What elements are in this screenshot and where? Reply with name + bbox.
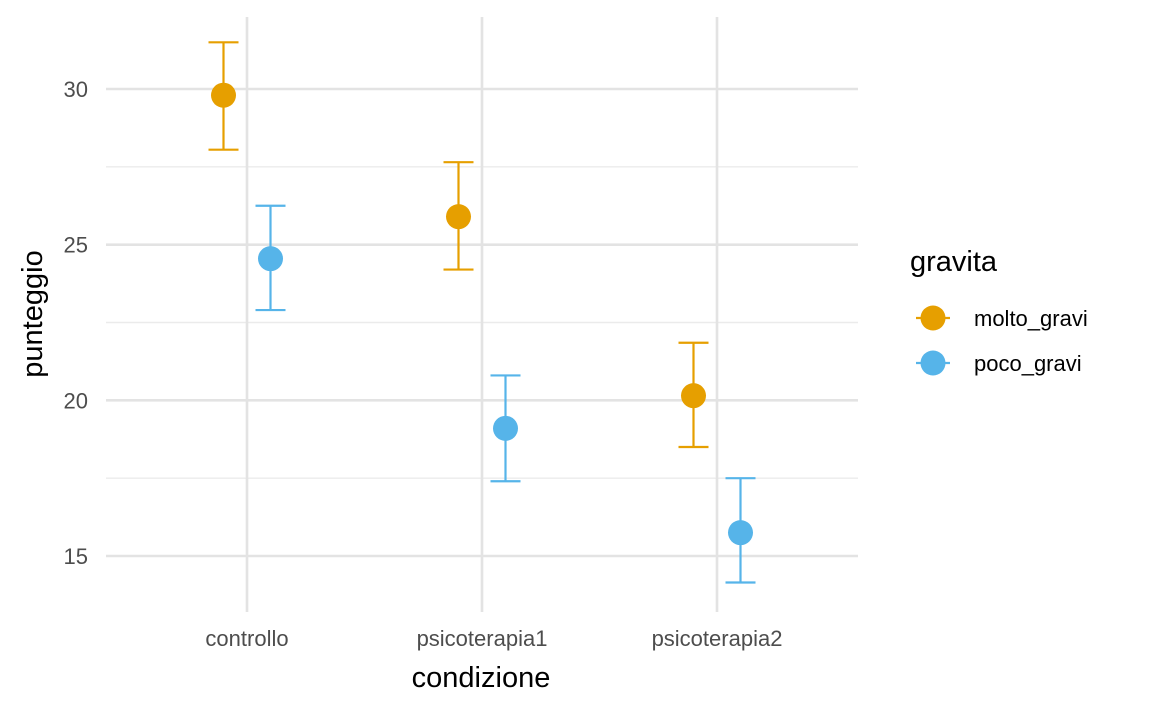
legend-label: poco_gravi <box>974 351 1082 376</box>
legend-title: gravita <box>910 246 998 278</box>
y-tick-labels: 15 20 25 30 <box>64 77 88 569</box>
y-tick-label: 25 <box>64 233 88 258</box>
data-points <box>211 82 753 546</box>
x-axis-title: condizione <box>412 662 551 694</box>
y-tick-label: 20 <box>64 388 88 413</box>
y-tick-label: 30 <box>64 77 88 102</box>
x-tick-label: controllo <box>205 626 288 651</box>
data-point-molto_gravi <box>446 204 471 230</box>
x-tick-label: psicoterapia2 <box>652 626 783 651</box>
y-axis-title: punteggio <box>17 250 49 377</box>
legend-item-molto_gravi: molto_gravi <box>916 305 1088 331</box>
data-point-poco_gravi <box>493 415 518 441</box>
y-tick-label: 15 <box>64 544 88 569</box>
data-point-poco_gravi <box>728 520 753 546</box>
data-point-molto_gravi <box>211 82 236 108</box>
x-tick-labels: controllo psicoterapia1 psicoterapia2 <box>205 626 782 651</box>
legend: gravita molto_gravi poco_gravi <box>910 246 1088 376</box>
legend-items: molto_gravi poco_gravi <box>916 305 1088 376</box>
data-point-molto_gravi <box>681 383 706 409</box>
legend-key-point <box>920 305 946 331</box>
legend-item-poco_gravi: poco_gravi <box>916 350 1082 376</box>
major-gridlines <box>106 17 858 612</box>
legend-label: molto_gravi <box>974 306 1088 331</box>
x-tick-label: psicoterapia1 <box>417 626 548 651</box>
data-point-poco_gravi <box>258 246 283 272</box>
legend-key-point <box>920 350 946 376</box>
